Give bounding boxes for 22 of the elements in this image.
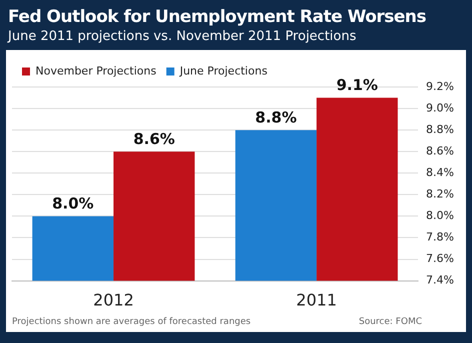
chart-title: Fed Outlook for Unemployment Rate Worsens	[8, 6, 428, 28]
y-tick-label: 8.4%	[426, 166, 454, 179]
data-label: 8.6%	[133, 130, 175, 148]
chart-subtitle: June 2011 projections vs. November 2011 Projections	[8, 28, 358, 45]
legend-label: November Projections	[36, 64, 157, 78]
source-note: Source: FOMC	[358, 316, 422, 329]
y-tick-label: 7.4%	[426, 274, 454, 287]
legend-label: June Projections	[178, 64, 268, 78]
y-tick-label: 9.0%	[426, 101, 454, 114]
data-label: 8.0%	[52, 194, 94, 213]
y-tick-label: 7.8%	[426, 230, 454, 244]
y-tick-label: 8.0%	[426, 209, 454, 222]
y-tick-label: 8.2%	[426, 188, 454, 201]
y-tick-label: 9.2%	[426, 80, 454, 93]
data-label: 8.8%	[255, 108, 297, 126]
y-tick-label: 8.8%	[426, 122, 454, 136]
y-tick-label: 7.6%	[426, 252, 454, 266]
x-tick-label: 2012	[93, 290, 134, 310]
data-label: 9.1%	[336, 76, 378, 94]
y-tick-label: 8.6%	[426, 144, 454, 158]
x-tick-label: 2011	[296, 290, 337, 310]
text: Projections shown are averages of forecasted ranges	[12, 316, 251, 329]
